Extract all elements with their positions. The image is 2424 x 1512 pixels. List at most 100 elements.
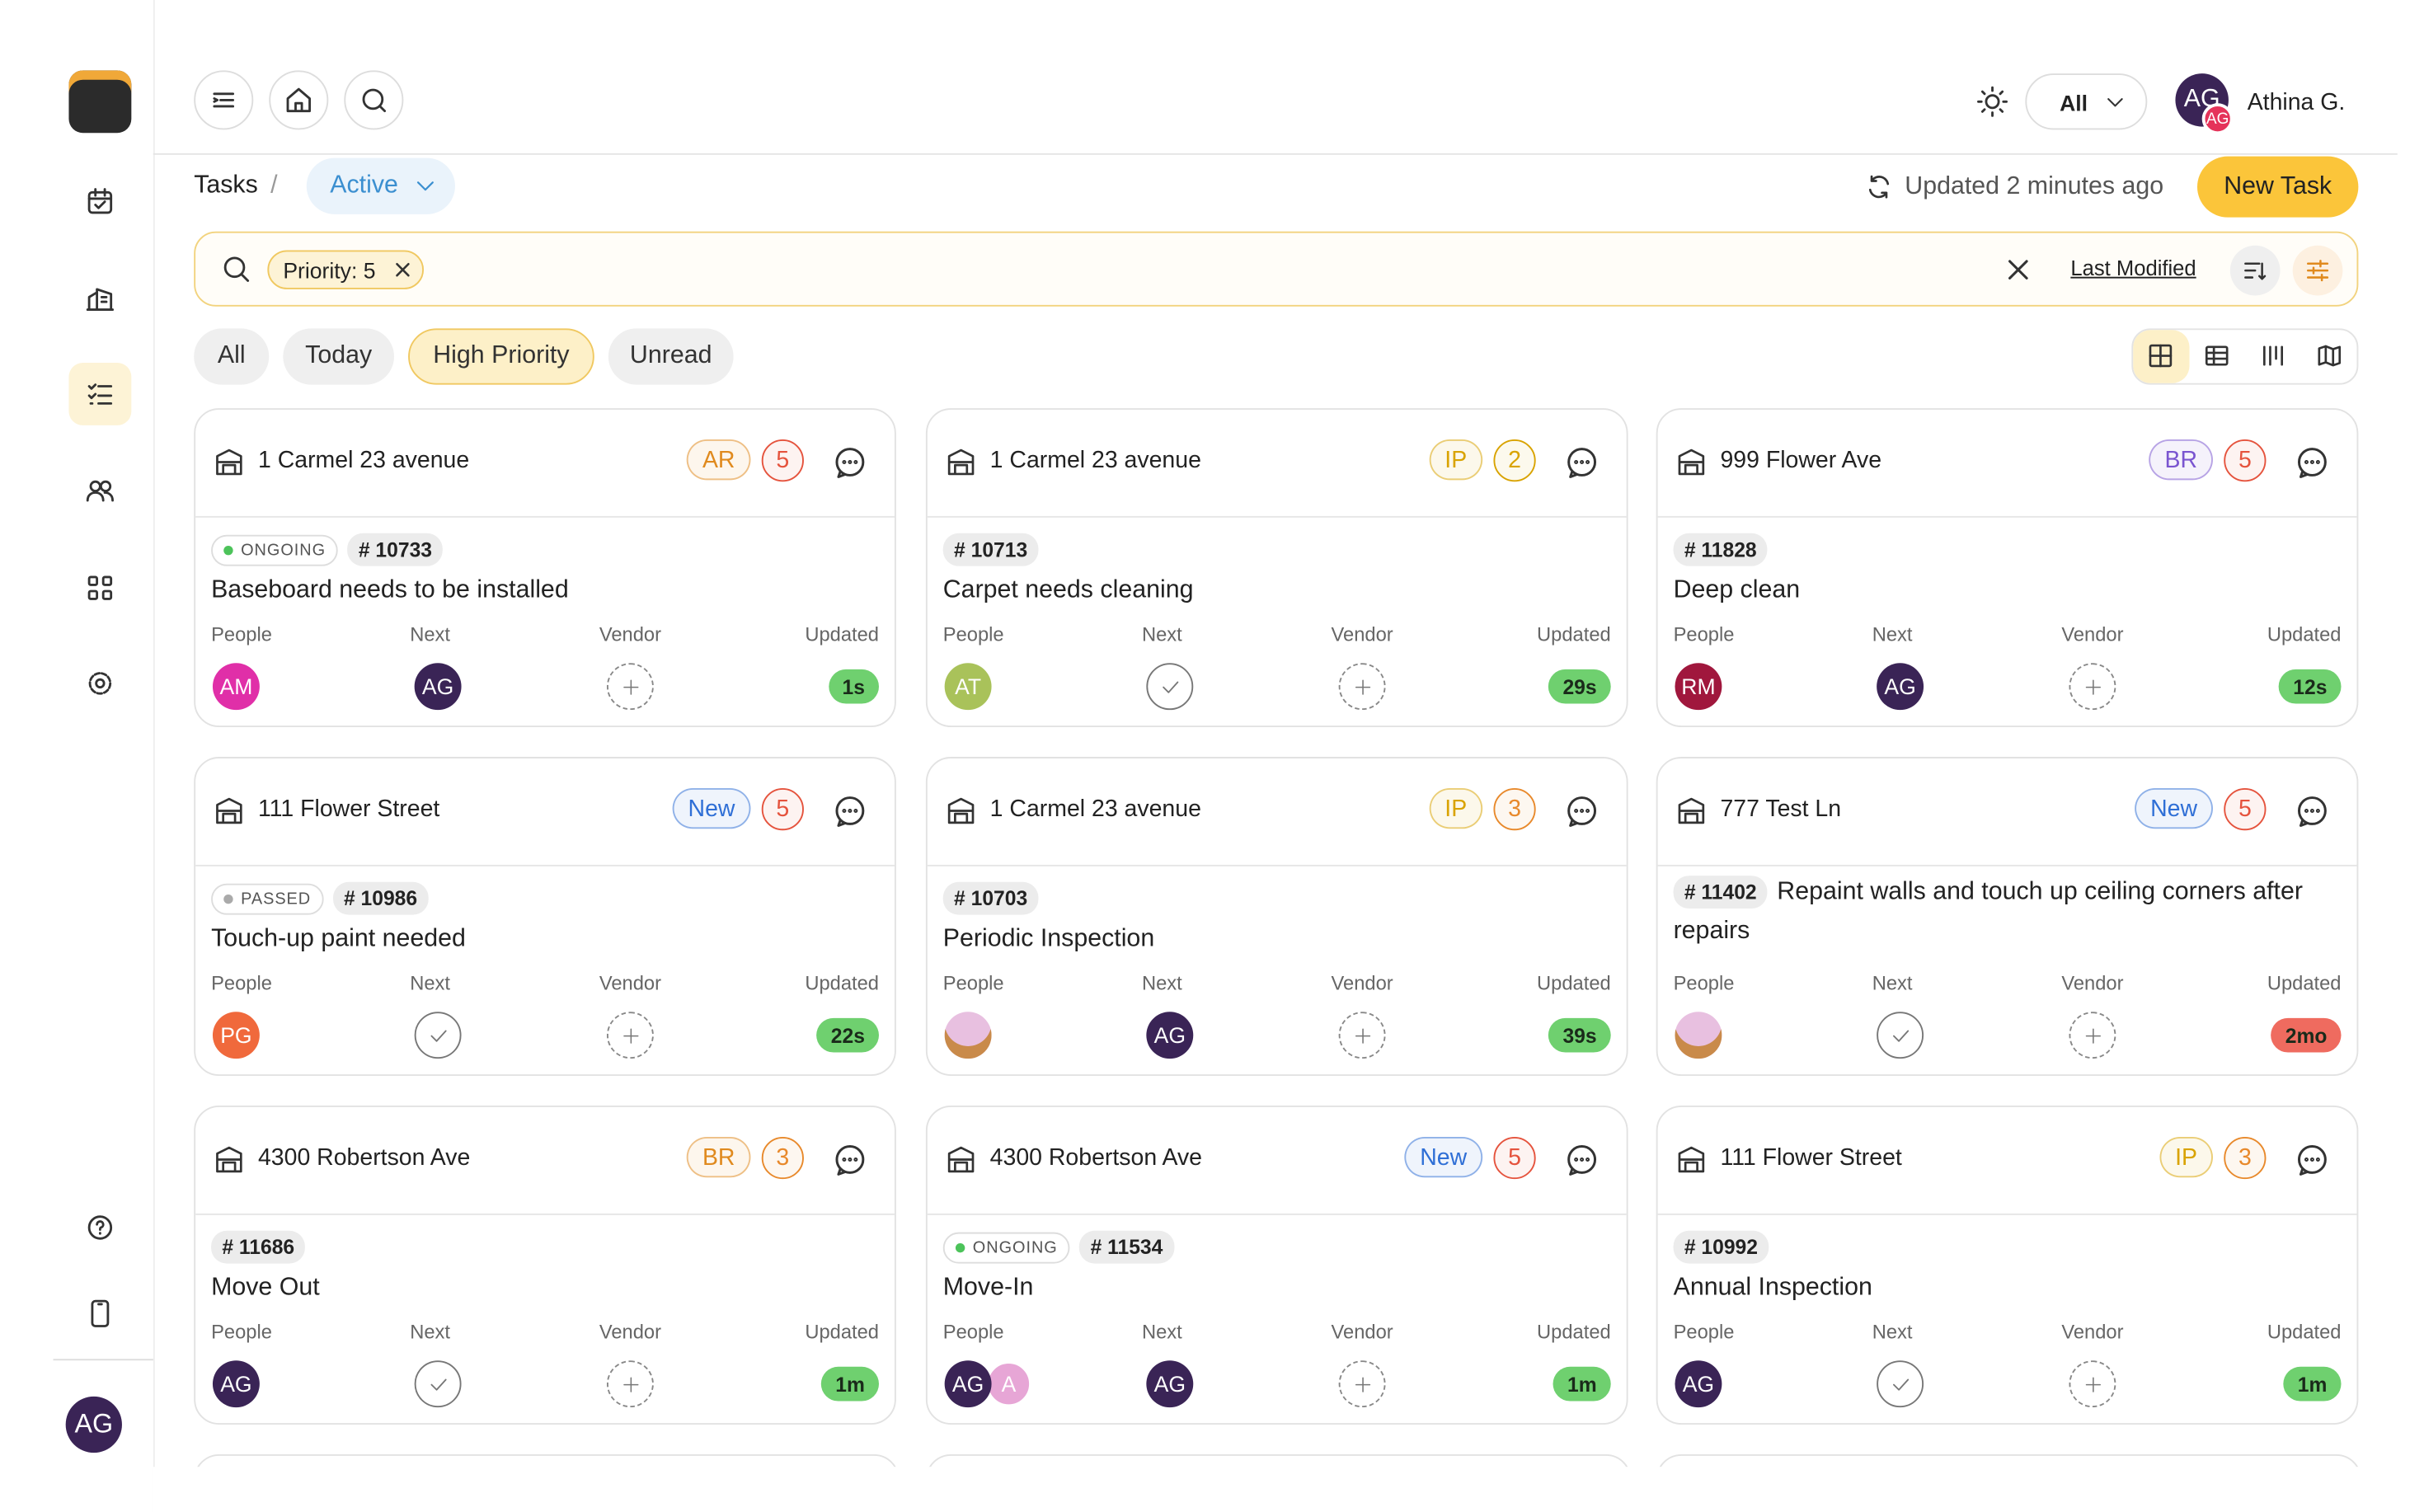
assignee-badge: BR xyxy=(686,1136,751,1178)
calendar-nav[interactable] xyxy=(86,188,114,216)
search-bar[interactable]: Priority: 5 Last Modified xyxy=(194,231,2359,307)
comments-button[interactable] xyxy=(834,795,867,828)
vendor-add[interactable] xyxy=(606,1360,654,1408)
person-avatar[interactable] xyxy=(944,1012,992,1059)
comments-button[interactable] xyxy=(1566,795,1599,828)
person-avatar[interactable]: AG xyxy=(212,1360,260,1408)
person-avatar[interactable]: AG xyxy=(1675,1360,1722,1408)
refresh-icon[interactable] xyxy=(1866,174,1892,200)
task-title: Move-In xyxy=(942,1274,1034,1302)
comments-button[interactable] xyxy=(1566,446,1599,479)
settings-nav[interactable] xyxy=(86,669,114,697)
clear-search[interactable] xyxy=(2008,260,2028,280)
table-view[interactable] xyxy=(2205,344,2229,367)
properties-nav[interactable] xyxy=(86,284,114,312)
task-card[interactable]: 1 Carmel 23 avenue IP 2 # 10713 Carpet needs… xyxy=(925,408,1628,728)
next-avatar[interactable]: AG xyxy=(414,663,462,711)
comments-button[interactable] xyxy=(2296,446,2329,479)
plus-icon xyxy=(622,679,638,694)
address: 111 Flower Street xyxy=(1720,1144,1902,1172)
sort-field[interactable]: Last Modified xyxy=(2070,256,2196,280)
tasks-nav[interactable] xyxy=(86,380,114,408)
assignee-badge: New xyxy=(672,787,751,829)
check-icon xyxy=(430,1378,446,1390)
card-header xyxy=(195,758,895,866)
task-card[interactable]: 4300 Robertson Ave BR 3 # 11686 Move Out Peop… xyxy=(194,1106,896,1425)
tab[interactable]: All xyxy=(194,328,270,385)
tasks-nav-active[interactable] xyxy=(68,363,132,425)
next-empty[interactable] xyxy=(1877,1012,1924,1059)
search-button[interactable] xyxy=(344,70,404,130)
column-label: Vendor xyxy=(2061,623,2124,646)
person-avatar[interactable]: AM xyxy=(212,663,260,711)
task-card[interactable]: 1 Carmel 23 avenue IP 3 # 10703 Periodic Ins… xyxy=(925,757,1628,1076)
person-avatar[interactable]: AG xyxy=(944,1360,992,1408)
check-icon xyxy=(1892,1378,1909,1390)
filter-settings[interactable] xyxy=(2292,245,2343,296)
check-icon xyxy=(430,1029,446,1041)
scope-select[interactable]: All xyxy=(2025,73,2148,130)
task-card[interactable]: 111 Flower Street New 5 PASSED # 10986 Touch-… xyxy=(194,757,896,1076)
column-label: Vendor xyxy=(2061,972,2124,995)
help-nav[interactable] xyxy=(86,1214,114,1242)
person-avatar[interactable]: AT xyxy=(944,663,992,711)
person-avatar[interactable]: PG xyxy=(212,1012,260,1059)
comments-button[interactable] xyxy=(2296,1143,2329,1176)
board-view[interactable] xyxy=(2262,344,2285,367)
breadcrumb[interactable]: Tasks xyxy=(194,171,258,199)
view-select[interactable]: Active xyxy=(306,157,455,214)
column-label: Next xyxy=(1141,623,1182,646)
assignee-badge: BR xyxy=(2149,439,2213,481)
tab-selected[interactable]: High Priority xyxy=(408,328,594,385)
task-card[interactable]: 111 Flower Street IP 3 # 10992 Annual Inspec… xyxy=(1656,1106,2359,1425)
theme-toggle[interactable] xyxy=(1977,86,2008,117)
comments-button[interactable] xyxy=(2296,795,2329,828)
assignee-badge: IP xyxy=(1429,787,1483,829)
vendor-add[interactable] xyxy=(1338,663,1386,711)
sort-direction[interactable] xyxy=(2229,245,2281,296)
task-card[interactable]: 4300 Robertson Ave New 5 ONGOING # 11534 Move… xyxy=(925,1106,1628,1425)
map-view[interactable] xyxy=(2318,344,2342,367)
task-card[interactable]: 999 Flower Ave BR 5 # 11828 Deep clean People… xyxy=(1656,408,2359,728)
comments-button[interactable] xyxy=(834,1143,867,1176)
person-avatar[interactable]: RM xyxy=(1675,663,1722,711)
grid-view[interactable] xyxy=(2133,330,2190,383)
home-button[interactable] xyxy=(269,70,329,130)
priority: 5 xyxy=(2224,439,2267,482)
task-card[interactable]: 777 Test Ln New 5 # 11402 Repaint walls and … xyxy=(1656,757,2359,1076)
comments-button[interactable] xyxy=(834,446,867,479)
tab[interactable]: Today xyxy=(283,328,394,385)
comments-button[interactable] xyxy=(1566,1143,1599,1176)
vendor-add[interactable] xyxy=(606,663,654,711)
apps-nav[interactable] xyxy=(86,574,114,602)
vendor-add[interactable] xyxy=(1338,1012,1386,1059)
next-empty[interactable] xyxy=(414,1012,462,1059)
next-empty[interactable] xyxy=(414,1360,462,1408)
vendor-add[interactable] xyxy=(2069,663,2116,711)
person-avatar[interactable] xyxy=(1675,1012,1722,1059)
next-empty[interactable] xyxy=(1877,1360,1924,1408)
vendor-add[interactable] xyxy=(2069,1012,2116,1059)
app-logo[interactable] xyxy=(68,70,132,134)
next-avatar[interactable]: AG xyxy=(1146,1012,1194,1059)
new-task-button[interactable]: New Task xyxy=(2197,156,2359,218)
people-nav[interactable] xyxy=(86,477,114,505)
menu-button[interactable] xyxy=(194,70,254,130)
tab[interactable]: Unread xyxy=(608,328,734,385)
next-avatar[interactable]: AG xyxy=(1877,663,1924,711)
breadcrumb-separator: / xyxy=(270,171,278,199)
status-chip: PASSED xyxy=(211,882,324,914)
user-avatar[interactable]: AG xyxy=(65,1396,122,1453)
vendor-add[interactable] xyxy=(606,1012,654,1059)
filter-chip[interactable]: Priority: 5 xyxy=(267,250,425,289)
task-card[interactable]: 1 Carmel 23 avenue AR 5 ONGOING # 10733 Baseb… xyxy=(194,408,896,728)
next-avatar[interactable]: AG xyxy=(1146,1360,1194,1408)
vendor-add[interactable] xyxy=(1338,1360,1386,1408)
person-avatar[interactable]: A xyxy=(984,1360,1032,1408)
device-nav[interactable] xyxy=(86,1299,114,1327)
column-label: Next xyxy=(1141,1321,1182,1344)
profile-name[interactable]: Athina G. xyxy=(2247,89,2346,116)
next-empty[interactable] xyxy=(1146,663,1194,711)
vendor-add[interactable] xyxy=(2069,1360,2116,1408)
filter-chip-label: Priority: 5 xyxy=(283,257,376,284)
